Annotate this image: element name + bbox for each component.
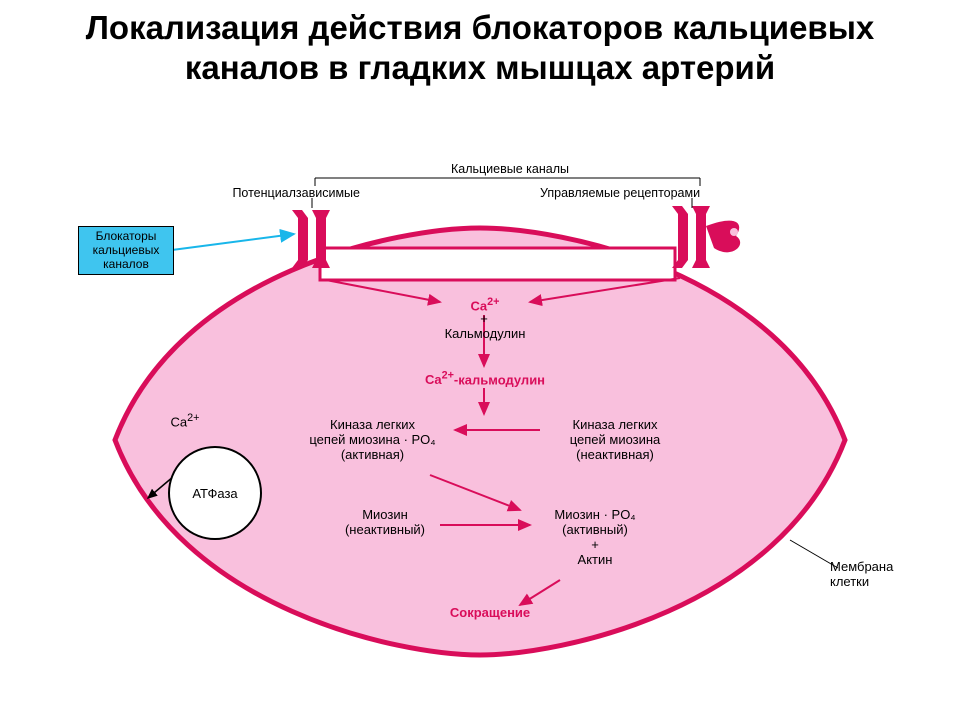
- cell-body: [115, 228, 845, 655]
- label-calmodulin: Кальмодулин: [435, 327, 535, 342]
- label-contraction: Сокращение: [430, 606, 550, 621]
- label-ca-calmodulin: Ca2+-Кальмодулинкальмодулин: [410, 370, 560, 388]
- label-ca2-out: Ca2+: [165, 412, 205, 430]
- label-voltage-dep: Потенциалзависимые: [180, 186, 360, 200]
- inner-membrane-top: [320, 248, 675, 280]
- label-kinase-active: Киназа легких цепей миозина · PO₄ (актив…: [295, 418, 450, 463]
- label-myosin-inactive: Миозин (неактивный): [335, 508, 435, 538]
- label-calcium-channels: Кальциевые каналы: [400, 162, 620, 176]
- channel-left: [292, 210, 330, 268]
- label-myosin-active: Миозин · PO₄ (активный) + Актин: [540, 508, 650, 568]
- label-kinase-inactive: Киназа легких цепей миозина (неактивная): [545, 418, 685, 463]
- label-membrane: Мембрана клетки: [830, 560, 910, 590]
- atpase-label: АТФаза: [192, 486, 237, 501]
- label-receptor-dep: Управляемые рецепторами: [540, 186, 740, 200]
- channel-right: [672, 206, 740, 268]
- blocker-box-text: Блокаторы кальциевых каналов: [93, 229, 160, 271]
- blocker-box: Блокаторы кальциевых каналов: [78, 226, 174, 275]
- blocker-arrow: [172, 234, 294, 250]
- page-title: Локализация действия блокаторов кальциев…: [0, 0, 960, 87]
- diagram-container: Кальциевые каналы Потенциалзависимые Упр…: [0, 150, 960, 710]
- atpase-circle: АТФаза: [168, 446, 262, 540]
- label-plus1: +: [478, 312, 490, 327]
